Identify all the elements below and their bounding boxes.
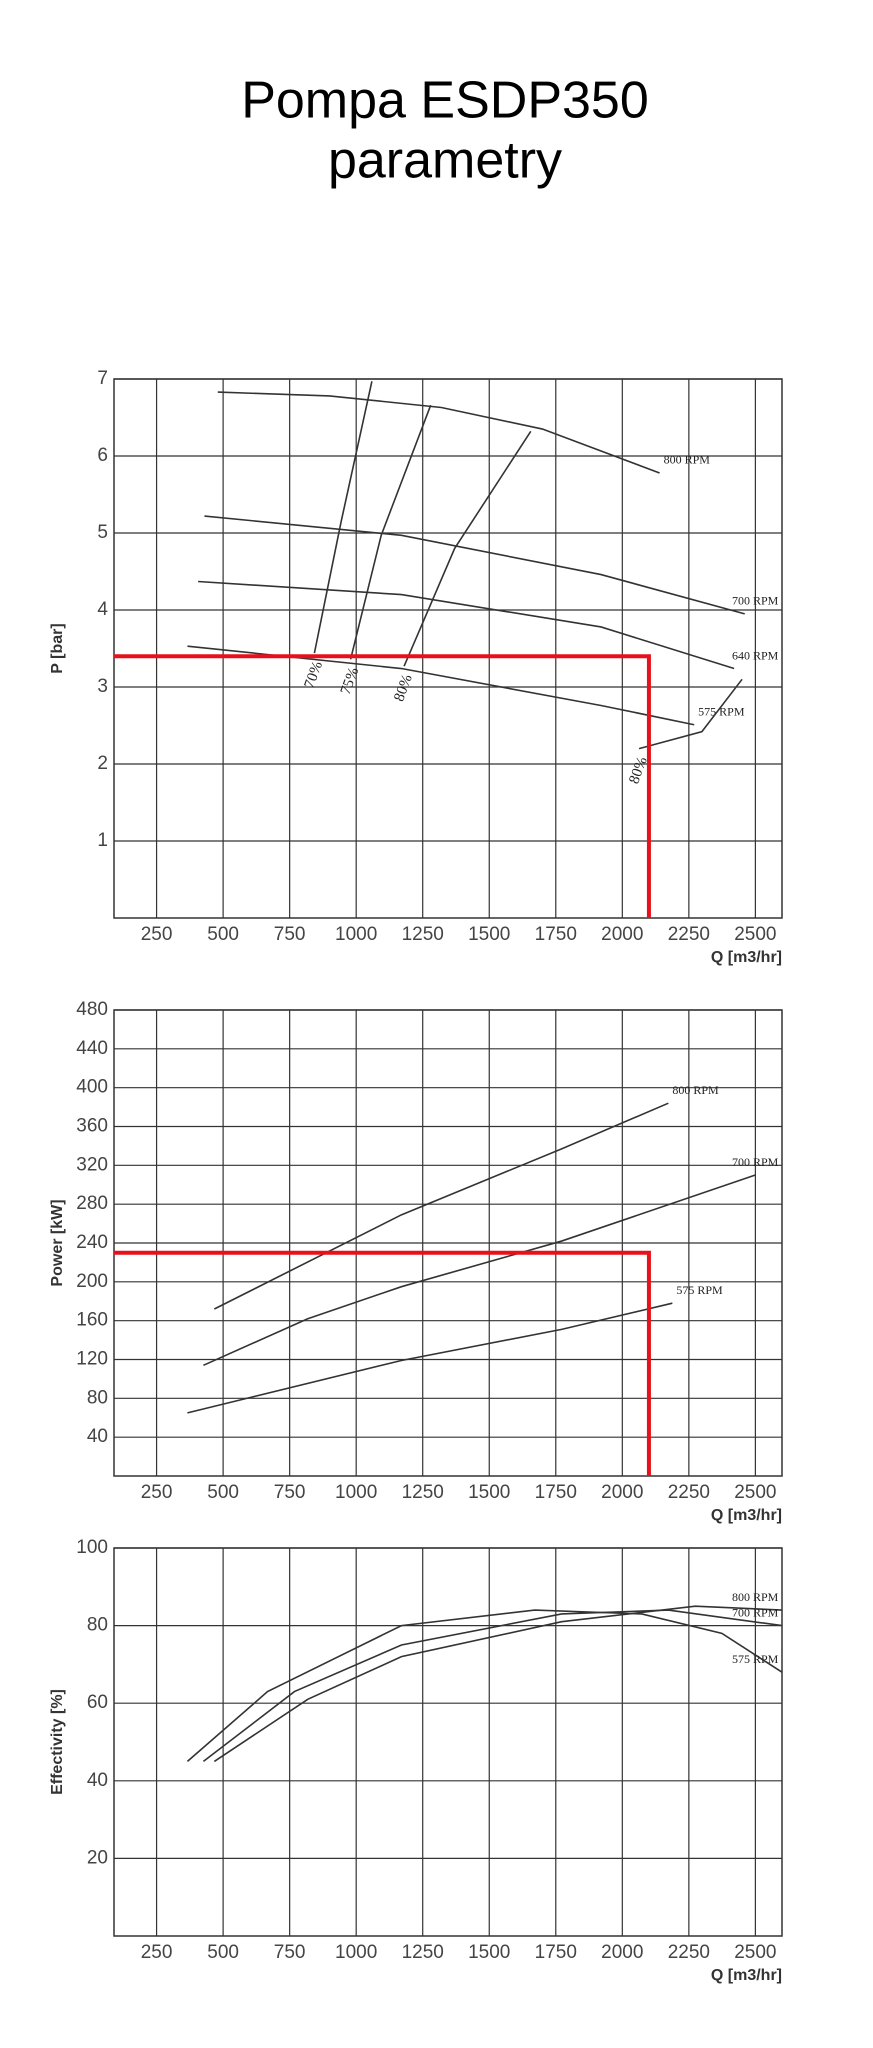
- y-tick-label: 6: [97, 445, 108, 466]
- series-label: 575 RPM: [732, 1652, 779, 1666]
- x-tick-label: 1000: [335, 1482, 377, 1503]
- y-tick-label: 480: [76, 999, 108, 1020]
- series-label: 800 RPM: [732, 1590, 779, 1604]
- series-line: [403, 430, 532, 667]
- series-label: 800 RPM: [664, 453, 711, 467]
- series-label: 700 RPM: [732, 1605, 779, 1619]
- series-line: [198, 580, 735, 670]
- y-tick-label: 7: [97, 368, 108, 389]
- x-tick-label: 1500: [468, 924, 510, 945]
- x-tick-label: 1750: [535, 924, 577, 945]
- y-tick-label: 400: [76, 1077, 108, 1098]
- x-tick-label: 1750: [535, 1942, 577, 1963]
- x-tick-label: 500: [207, 1482, 239, 1503]
- series-line: [213, 1605, 783, 1763]
- y-axis-label: P [bar]: [49, 623, 66, 673]
- x-tick-label: 250: [141, 924, 173, 945]
- x-tick-label: 250: [141, 1942, 173, 1963]
- x-tick-label: 750: [274, 1942, 306, 1963]
- x-tick-label: 1250: [402, 924, 444, 945]
- operating-point: [114, 1250, 651, 1476]
- x-axis-label: Q [m3/hr]: [711, 1967, 782, 1984]
- page-subtitle: parametry: [328, 132, 562, 190]
- series-line: [204, 515, 745, 615]
- x-tick-label: 1000: [335, 1942, 377, 1963]
- x-tick-label: 1500: [468, 1482, 510, 1503]
- x-tick-label: 250: [141, 1482, 173, 1503]
- series-line: [213, 1102, 669, 1310]
- x-tick-label: 500: [207, 1942, 239, 1963]
- series-line: [187, 1302, 673, 1414]
- series-line: [186, 1609, 783, 1763]
- series-line: [202, 1609, 783, 1763]
- series-line: [638, 678, 743, 750]
- y-axis-label: Power [kW]: [49, 1199, 66, 1286]
- y-tick-label: 120: [76, 1349, 108, 1370]
- x-tick-label: 1500: [468, 1942, 510, 1963]
- y-tick-label: 80: [87, 1615, 108, 1636]
- series-label: 800 RPM: [672, 1083, 719, 1097]
- series-label: 75%: [338, 665, 362, 696]
- series-label: 640 RPM: [732, 648, 779, 662]
- y-tick-label: 2: [97, 753, 108, 774]
- x-tick-label: 750: [274, 924, 306, 945]
- series-label: 575 RPM: [676, 1283, 723, 1297]
- x-tick-label: 500: [207, 924, 239, 945]
- x-tick-label: 2500: [734, 1942, 776, 1963]
- x-tick-label: 1000: [335, 924, 377, 945]
- operating-point: [114, 654, 651, 918]
- x-tick-label: 2000: [601, 1942, 643, 1963]
- series-label: 700 RPM: [732, 1155, 779, 1169]
- x-tick-label: 2000: [601, 924, 643, 945]
- y-axis-label: Effectivity [%]: [49, 1689, 66, 1795]
- y-tick-label: 440: [76, 1038, 108, 1059]
- x-tick-label: 2000: [601, 1482, 643, 1503]
- series-line: [217, 391, 660, 474]
- x-tick-label: 2500: [734, 924, 776, 945]
- x-tick-label: 750: [274, 1482, 306, 1503]
- x-tick-label: 1750: [535, 1482, 577, 1503]
- y-tick-label: 240: [76, 1232, 108, 1253]
- y-tick-label: 20: [87, 1847, 108, 1868]
- x-tick-label: 1250: [402, 1942, 444, 1963]
- series-line: [203, 1174, 756, 1367]
- y-tick-label: 100: [76, 1537, 108, 1558]
- y-tick-label: 280: [76, 1193, 108, 1214]
- y-tick-label: 60: [87, 1692, 108, 1713]
- x-tick-label: 2250: [668, 1482, 710, 1503]
- series-label: 80%: [391, 672, 415, 703]
- series-label: 700 RPM: [732, 594, 779, 608]
- y-tick-label: 5: [97, 522, 108, 543]
- x-axis-label: Q [m3/hr]: [711, 1507, 782, 1524]
- series-line: [349, 404, 432, 660]
- x-tick-label: 1250: [402, 1482, 444, 1503]
- x-tick-label: 2250: [668, 1942, 710, 1963]
- plot-frame: [113, 1547, 783, 1937]
- y-tick-label: 80: [87, 1387, 108, 1408]
- y-tick-label: 40: [87, 1426, 108, 1447]
- y-tick-label: 4: [97, 599, 108, 620]
- y-tick-label: 320: [76, 1154, 108, 1175]
- y-tick-label: 360: [76, 1116, 108, 1137]
- y-tick-label: 3: [97, 676, 108, 697]
- y-tick-label: 40: [87, 1770, 108, 1791]
- series-label: 575 RPM: [698, 704, 745, 718]
- y-tick-label: 160: [76, 1310, 108, 1331]
- y-tick-label: 200: [76, 1271, 108, 1292]
- x-axis-label: Q [m3/hr]: [711, 949, 782, 966]
- y-tick-label: 1: [97, 830, 108, 851]
- x-tick-label: 2250: [668, 924, 710, 945]
- series-line: [313, 381, 373, 654]
- x-tick-label: 2500: [734, 1482, 776, 1503]
- page-title: Pompa ESDP350: [241, 72, 649, 130]
- series-label: 70%: [302, 659, 326, 690]
